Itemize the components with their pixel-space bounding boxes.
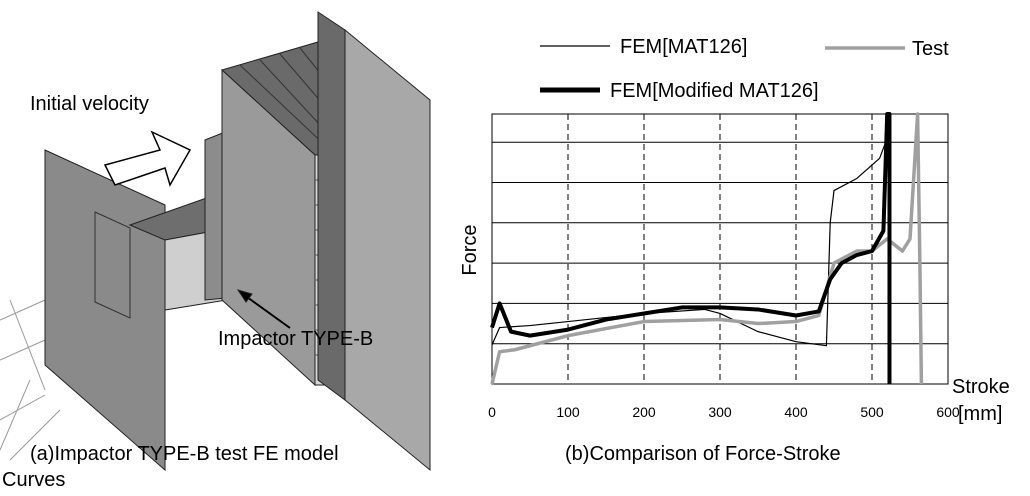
velocity-label: Initial velocity — [30, 93, 149, 115]
caption-b: (b)Comparison of Force-Stroke — [565, 443, 841, 465]
x-tick-label: 600 — [936, 404, 960, 420]
plot: 0 100 200 300 400 500 600 FEM[MAT126] Test FEM[Mo… — [488, 36, 960, 420]
x-tick-label: 400 — [784, 404, 808, 420]
x-tick-label: 0 — [488, 404, 496, 420]
caption-continuation: Curves — [2, 469, 65, 491]
caption-a: (a)Impactor TYPE-B test FE model — [30, 443, 339, 465]
x-tick-label: 200 — [632, 404, 656, 420]
x-tick-label: 100 — [556, 404, 580, 420]
y-axis-label: Force — [459, 224, 481, 275]
fe-model — [0, 12, 430, 470]
impactor-label: Impactor TYPE-B — [218, 328, 373, 350]
x-axis-unit: [mm] — [958, 403, 1002, 425]
legend-label: FEM[Modified MAT126] — [610, 80, 819, 102]
series-line — [492, 114, 887, 346]
x-tick-label: 300 — [708, 404, 732, 420]
figure: Initial velocity Impactor TYPE-B (a)Impa… — [0, 0, 1030, 496]
x-tick-label: 500 — [860, 404, 884, 420]
x-axis-label: Stroke — [952, 376, 1010, 398]
legend-label: Test — [912, 38, 949, 60]
legend-label: FEM[MAT126] — [620, 36, 747, 58]
